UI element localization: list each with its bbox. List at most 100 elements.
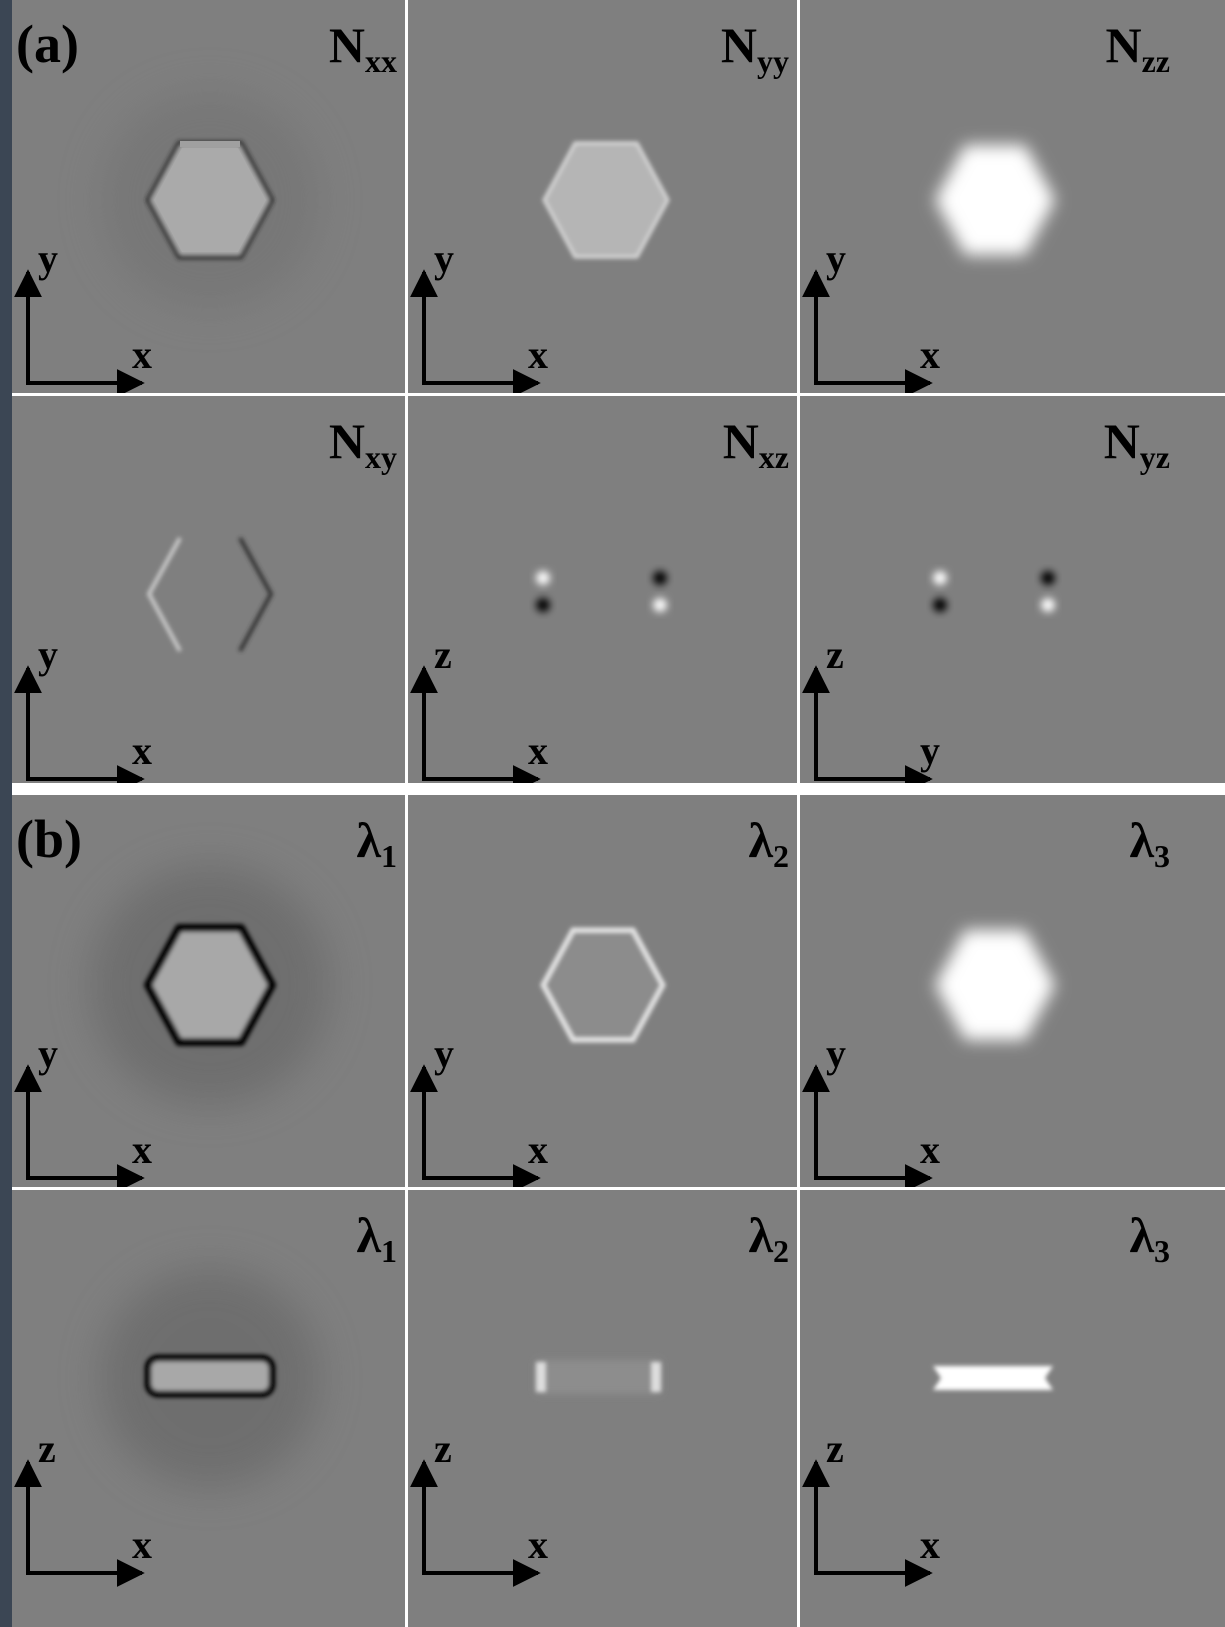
shape (933, 1366, 1053, 1390)
shape (144, 924, 276, 1046)
dipole (933, 598, 947, 612)
axis-label: x (528, 332, 548, 377)
panel-background (408, 1190, 797, 1627)
title-subscript: xy (365, 439, 397, 475)
title-base: λ (748, 812, 773, 868)
panel-title: Nzz (1105, 17, 1170, 79)
axis-label: x (132, 1522, 152, 1567)
axis-label: x (132, 332, 152, 377)
axis-label: y (38, 632, 58, 677)
axis-label: x (132, 1127, 152, 1172)
panel-title: Nyy (721, 17, 789, 79)
panel-title: Nxy (329, 413, 397, 475)
edge (651, 1362, 661, 1392)
panel: Nyz z y (800, 396, 1225, 783)
title-subscript: 2 (773, 838, 789, 874)
title-base: N (721, 17, 757, 73)
panel: λ3 z x (800, 1190, 1225, 1627)
panel: Nxy y x (12, 396, 405, 783)
dipole (1041, 598, 1055, 612)
shape (536, 1360, 661, 1394)
title-subscript: xz (759, 439, 789, 475)
title-base: λ (1129, 1207, 1154, 1263)
axis-label: x (528, 1127, 548, 1172)
panel: λ2 y x (408, 795, 797, 1187)
axis-label: y (826, 1031, 846, 1076)
axis-label: x (920, 1522, 940, 1567)
axis-label: x (528, 728, 548, 773)
axis-label: z (826, 1426, 844, 1471)
dipole (653, 571, 667, 585)
title-subscript: yy (757, 43, 789, 79)
panel: Nxx y x (a) (12, 0, 405, 393)
axis-label: z (38, 1426, 56, 1471)
title-base: N (329, 413, 365, 469)
title-subscript: 3 (1154, 838, 1170, 874)
panel-background (800, 396, 1225, 783)
panel: λ1 y x (b) (12, 795, 405, 1187)
shape (144, 1354, 276, 1398)
edge (536, 1362, 546, 1392)
title-subscript: xx (365, 43, 397, 79)
panel-title: λ3 (1129, 1207, 1170, 1269)
axis-label: y (434, 1031, 454, 1076)
title-base: λ (356, 1207, 381, 1263)
title-base: N (723, 413, 759, 469)
shape (935, 145, 1055, 255)
panel-title: λ1 (356, 1207, 397, 1269)
edge (238, 537, 274, 652)
panel: Nzz y x (800, 0, 1225, 393)
dipole (653, 598, 667, 612)
axis-label: y (920, 728, 940, 773)
axis-label: y (826, 236, 846, 281)
shape (935, 930, 1055, 1040)
shape (540, 927, 666, 1043)
panel: λ1 z x (12, 1190, 405, 1627)
panel-title: λ3 (1129, 812, 1170, 874)
axis-label: x (920, 332, 940, 377)
axis-label: x (528, 1522, 548, 1567)
title-base: N (329, 17, 365, 73)
title-base: λ (1129, 812, 1154, 868)
panel-background (12, 396, 405, 783)
dipole (933, 571, 947, 585)
axis-label: z (826, 632, 844, 677)
panel: Nxz z x (408, 396, 797, 783)
dipole (1041, 571, 1055, 585)
title-subscript: 2 (773, 1233, 789, 1269)
axis-label: z (434, 1426, 452, 1471)
panel-title: λ2 (748, 812, 789, 874)
axis-label: x (920, 1127, 940, 1172)
axis-label: y (434, 236, 454, 281)
panel-background (800, 1190, 1225, 1627)
part-label: (b) (16, 809, 82, 869)
shape (154, 148, 266, 252)
panel-background (408, 396, 797, 783)
panel-title: Nyz (1104, 413, 1170, 475)
title-base: λ (356, 812, 381, 868)
panel-title: λ2 (748, 1207, 789, 1269)
edge (146, 537, 182, 652)
title-base: λ (748, 1207, 773, 1263)
axis-label: y (38, 236, 58, 281)
title-base: N (1105, 17, 1141, 73)
axis-label: z (434, 632, 452, 677)
title-subscript: 1 (381, 838, 397, 874)
panel-title: Nxx (329, 17, 397, 79)
panel: λ3 y x (800, 795, 1225, 1187)
panel-title: λ1 (356, 812, 397, 874)
title-subscript: yz (1140, 439, 1170, 475)
dipole (536, 598, 550, 612)
title-subscript: zz (1142, 43, 1170, 79)
title-base: N (1104, 413, 1140, 469)
axis-label: y (38, 1031, 58, 1076)
panel: λ2 z x (408, 1190, 797, 1627)
title-subscript: 3 (1154, 1233, 1170, 1269)
panel-title: Nxz (723, 413, 789, 475)
part-label: (a) (16, 14, 79, 74)
title-subscript: 1 (381, 1233, 397, 1269)
axis-label: x (132, 728, 152, 773)
dipole (536, 571, 550, 585)
